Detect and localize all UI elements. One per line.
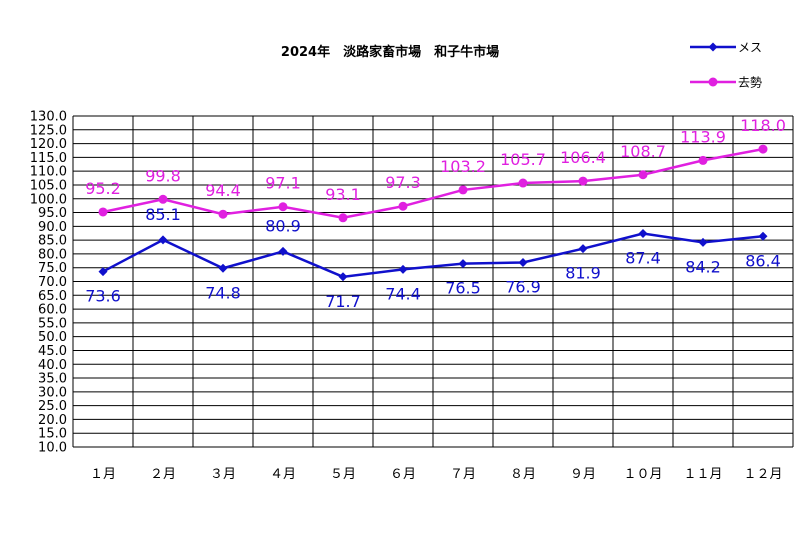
legend-marker — [708, 42, 718, 52]
y-tick-label: 130.0 — [30, 110, 67, 125]
x-tick-label: ４月 — [270, 467, 296, 482]
data-point — [638, 229, 648, 239]
data-label: 87.4 — [625, 249, 661, 268]
data-point — [218, 263, 228, 273]
data-point — [758, 231, 768, 241]
legend-label: メス — [738, 41, 762, 55]
x-tick-label: １０月 — [623, 467, 662, 482]
data-label: 97.3 — [385, 173, 421, 192]
data-point — [218, 209, 228, 219]
data-label: 76.9 — [505, 277, 541, 296]
data-label: 103.2 — [440, 157, 486, 176]
y-tick-label: 115.0 — [30, 151, 67, 166]
data-point — [458, 259, 468, 269]
data-label: 74.8 — [205, 283, 241, 302]
y-tick-label: 120.0 — [30, 137, 67, 152]
legend-marker — [708, 77, 718, 87]
y-tick-label: 85.0 — [38, 234, 67, 249]
data-point — [518, 178, 528, 188]
data-label: 95.2 — [85, 179, 121, 198]
x-tick-label: ３月 — [210, 467, 236, 482]
legend-label: 去勢 — [738, 75, 762, 90]
data-point — [698, 237, 708, 247]
y-tick-label: 90.0 — [38, 220, 67, 235]
data-label: 86.4 — [745, 251, 781, 270]
x-tick-label: １月 — [90, 467, 116, 482]
data-point — [338, 272, 348, 282]
y-axis-ticks: 10.015.020.025.030.035.040.045.050.055.0… — [30, 110, 67, 456]
data-point — [98, 207, 108, 217]
x-tick-label: ６月 — [390, 467, 416, 482]
data-label: 97.1 — [265, 174, 301, 193]
y-tick-label: 70.0 — [38, 275, 67, 290]
y-tick-label: 100.0 — [30, 192, 67, 207]
x-tick-label: ９月 — [570, 467, 596, 482]
data-label: 85.1 — [145, 205, 181, 224]
grid — [72, 115, 794, 448]
y-tick-label: 50.0 — [38, 330, 67, 345]
y-tick-label: 80.0 — [38, 247, 67, 262]
x-tick-label: １２月 — [743, 467, 782, 482]
data-label: 74.4 — [385, 284, 421, 303]
y-tick-label: 45.0 — [38, 344, 67, 359]
data-label: 113.9 — [680, 127, 726, 146]
y-tick-label: 40.0 — [38, 358, 67, 373]
y-tick-label: 95.0 — [38, 206, 67, 221]
data-point — [398, 264, 408, 274]
x-tick-label: １１月 — [683, 467, 722, 482]
x-tick-label: ７月 — [450, 467, 476, 482]
y-tick-label: 15.0 — [38, 427, 67, 442]
y-tick-label: 25.0 — [38, 399, 67, 414]
y-tick-label: 105.0 — [30, 178, 67, 193]
data-point — [278, 246, 288, 256]
data-point — [578, 176, 588, 186]
y-tick-label: 125.0 — [30, 123, 67, 138]
data-point — [98, 267, 108, 277]
y-tick-label: 35.0 — [38, 372, 67, 387]
data-label: 84.2 — [685, 257, 721, 276]
y-tick-label: 55.0 — [38, 316, 67, 331]
x-tick-label: ８月 — [510, 467, 536, 482]
data-point — [458, 185, 468, 195]
data-point — [578, 244, 588, 254]
data-label: 108.7 — [620, 142, 666, 161]
data-point — [278, 202, 288, 212]
series-line — [102, 232, 764, 279]
data-point — [158, 235, 168, 245]
y-tick-label: 30.0 — [38, 385, 67, 400]
series-group: 73.6 85.1 74.8 80.9 71.7 74.4 76.5 76.9 81.9 87.4… — [85, 116, 786, 311]
x-axis-ticks: １月 ２月 ３月 ４月 ５月 ６月 ７月 ８月 ９月 １０月 １１月 １２月 — [90, 467, 783, 482]
y-tick-label: 60.0 — [38, 303, 67, 318]
data-label: 76.5 — [445, 279, 481, 298]
y-tick-label: 75.0 — [38, 261, 67, 276]
data-label: 99.8 — [145, 166, 181, 185]
data-label: 105.7 — [500, 150, 546, 169]
data-point — [158, 194, 168, 204]
x-tick-label: ２月 — [150, 467, 176, 482]
data-point — [698, 155, 708, 165]
data-point — [398, 201, 408, 211]
y-tick-label: 110.0 — [30, 165, 67, 180]
data-label: 106.4 — [560, 148, 606, 167]
x-tick-label: ５月 — [330, 467, 356, 482]
data-label: 81.9 — [565, 264, 601, 283]
data-label: 118.0 — [740, 116, 786, 135]
data-point — [638, 170, 648, 180]
data-label: 94.4 — [205, 181, 241, 200]
data-label: 71.7 — [325, 292, 361, 311]
data-label: 93.1 — [325, 185, 361, 204]
chart-title: 2024年 淡路家畜市場 和子牛市場 — [281, 44, 499, 60]
data-label: 80.9 — [265, 216, 301, 235]
data-label: 73.6 — [85, 287, 121, 306]
y-tick-label: 65.0 — [38, 289, 67, 304]
data-point — [338, 213, 348, 223]
y-tick-label: 10.0 — [38, 441, 67, 456]
y-tick-label: 20.0 — [38, 413, 67, 428]
series-line — [102, 147, 764, 220]
data-point — [518, 257, 528, 267]
data-point — [758, 144, 768, 154]
